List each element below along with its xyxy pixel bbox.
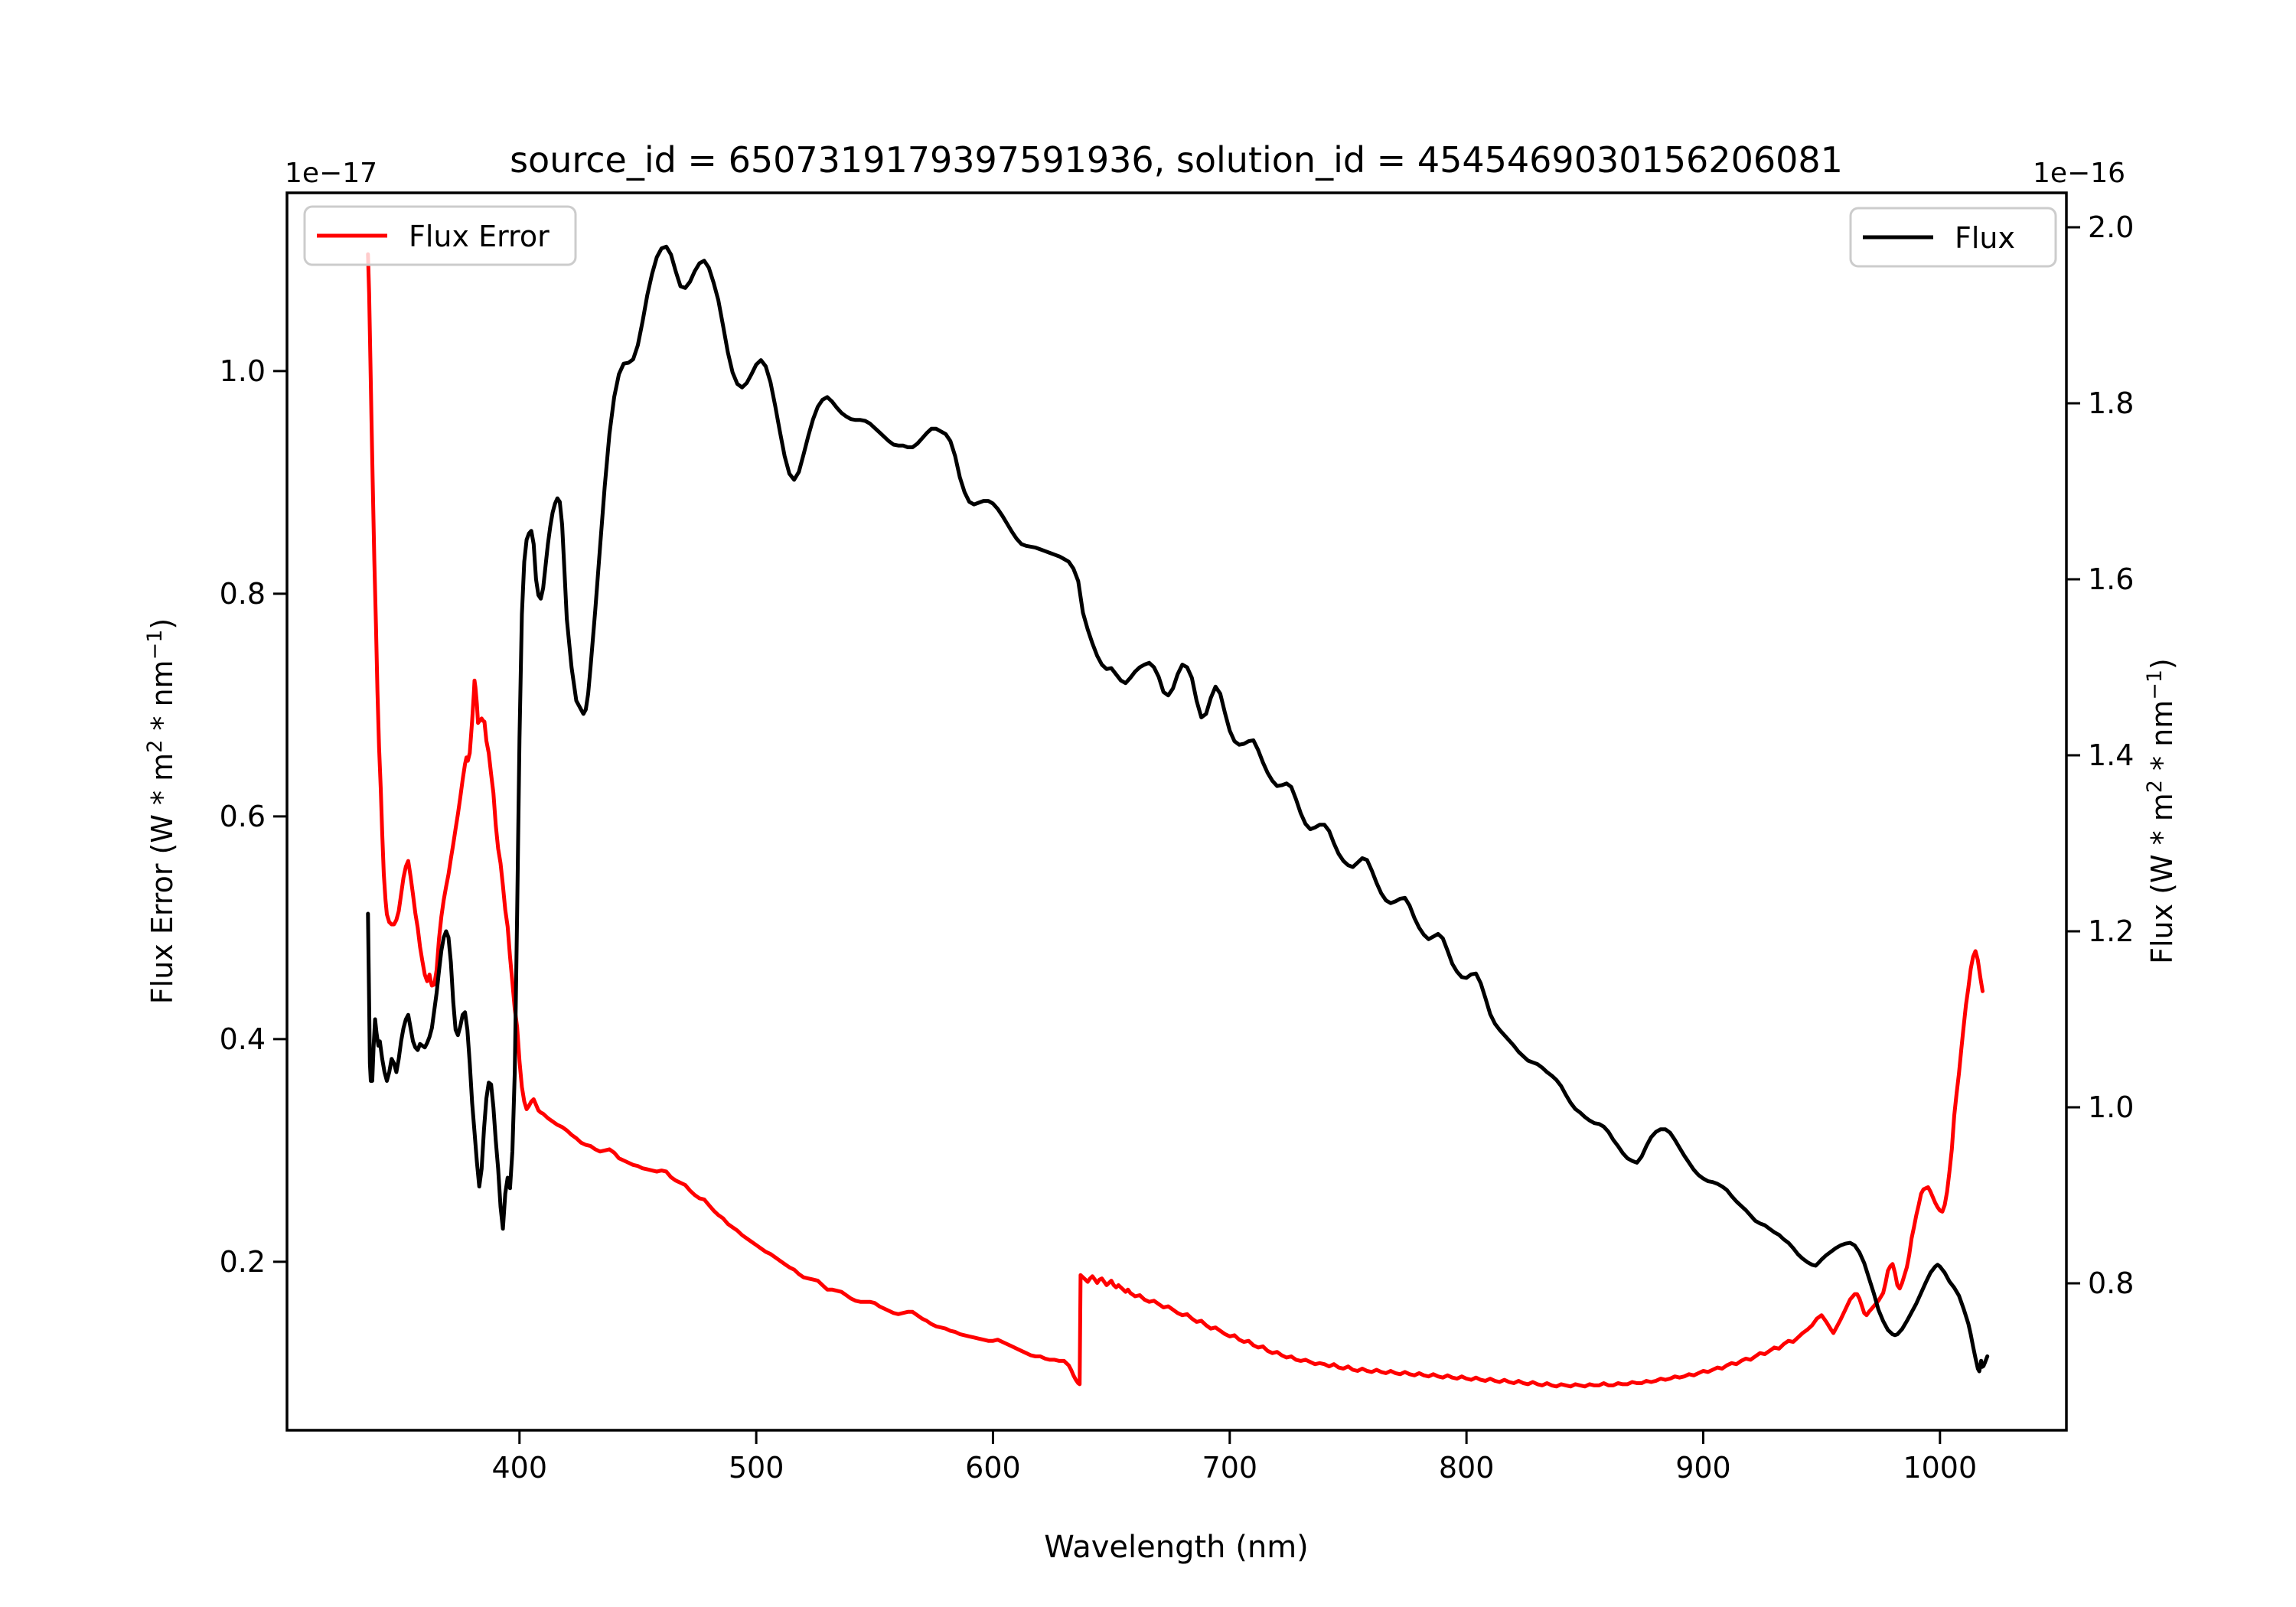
legend-flux-error-box	[303, 205, 577, 266]
y-left-tick-label: 0.4	[220, 1022, 266, 1056]
x-tick-label: 1000	[1903, 1451, 1977, 1485]
y-left-offset-label: 1e−17	[285, 158, 377, 189]
legend-flux-error[interactable]: Flux Error	[303, 205, 577, 266]
flux-curve	[366, 244, 1990, 1374]
x-tick-label: 400	[492, 1451, 548, 1485]
y-right-tick-label: 1.2	[2088, 914, 2134, 948]
y-right-axis-label: Flux (W * m2 * nm−1)	[2143, 658, 2179, 964]
y-right-tick-label: 1.0	[2088, 1090, 2134, 1124]
legend-flux-error-label: Flux Error	[409, 220, 550, 253]
y-right-tick-label: 1.4	[2088, 738, 2134, 772]
y-left-tick-label: 0.8	[220, 577, 266, 611]
x-tick-label: 900	[1675, 1451, 1731, 1485]
legend-flux-label: Flux	[1955, 221, 2015, 255]
x-axis-label: Wavelength (nm)	[1044, 1530, 1309, 1565]
y-right-tick-label: 1.8	[2088, 386, 2134, 420]
x-tick-label: 600	[965, 1451, 1021, 1485]
y-right-offset-label: 1e−16	[2033, 158, 2125, 189]
y-right-tick-label: 2.0	[2088, 210, 2134, 244]
x-tick-label: 800	[1439, 1451, 1495, 1485]
flux-error-curve	[366, 252, 1985, 1389]
legend-flux[interactable]: Flux	[1849, 207, 2057, 268]
y-left-tick-label: 0.2	[220, 1245, 266, 1279]
y-left-tick-label: 1.0	[220, 354, 266, 388]
y-left-tick-label: 0.6	[220, 800, 266, 833]
y-left-axis-label: Flux Error (W * m2 * nm−1)	[143, 618, 179, 1004]
legend-flux-box	[1849, 207, 2057, 268]
plot-area	[285, 191, 2068, 1432]
y-right-tick-label: 1.6	[2088, 562, 2134, 596]
x-tick-label: 500	[729, 1451, 784, 1485]
chart-title: source_id = 6507319179397591936, solutio…	[510, 139, 1843, 181]
x-tick-label: 700	[1202, 1451, 1258, 1485]
y-right-tick-label: 0.8	[2088, 1266, 2134, 1300]
